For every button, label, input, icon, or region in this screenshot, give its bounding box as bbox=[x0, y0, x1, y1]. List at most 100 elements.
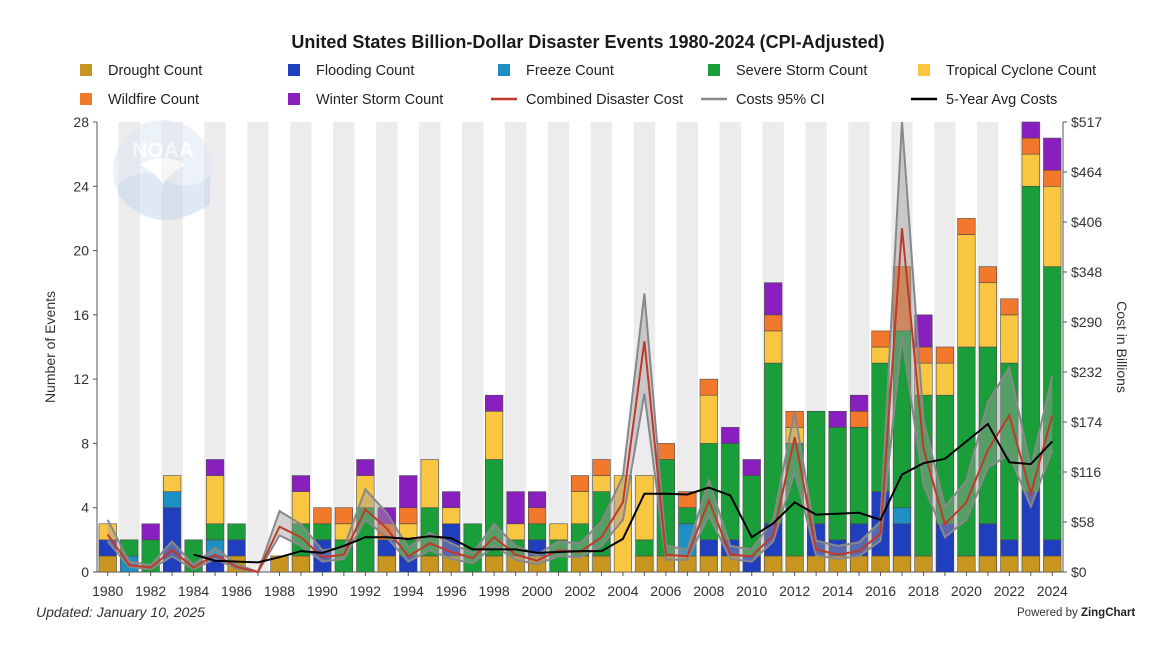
bar-segment[interactable] bbox=[1043, 539, 1062, 557]
bar-segment[interactable] bbox=[807, 555, 826, 573]
bar-segment[interactable] bbox=[764, 282, 783, 316]
bar-segment[interactable] bbox=[957, 218, 976, 235]
bar-segment[interactable] bbox=[828, 427, 847, 541]
bar-segment[interactable] bbox=[1000, 555, 1019, 573]
legend-item[interactable]: Freeze Count bbox=[498, 63, 614, 79]
legend-item[interactable]: Costs 95% CI bbox=[701, 92, 825, 108]
bar-segment[interactable] bbox=[871, 346, 890, 364]
bar-segment[interactable] bbox=[892, 523, 912, 557]
legend-item[interactable]: Drought Count bbox=[80, 63, 202, 79]
bar-segment[interactable] bbox=[1043, 555, 1062, 573]
bar-segment[interactable] bbox=[506, 523, 525, 541]
bar-segment[interactable] bbox=[978, 266, 997, 284]
bar-segment[interactable] bbox=[227, 539, 246, 557]
bar-segment[interactable] bbox=[678, 507, 697, 525]
bar-segment[interactable] bbox=[205, 475, 225, 525]
bar-segment[interactable] bbox=[506, 491, 525, 525]
bar-segment[interactable] bbox=[291, 491, 311, 525]
bar-segment[interactable] bbox=[914, 314, 933, 348]
bar-segment[interactable] bbox=[892, 555, 912, 573]
legend-item[interactable]: Combined Disaster Cost bbox=[491, 92, 683, 108]
bar-segment[interactable] bbox=[1000, 298, 1019, 316]
bar-segment[interactable] bbox=[98, 555, 117, 573]
bar-segment[interactable] bbox=[1021, 153, 1040, 187]
bar-segment[interactable] bbox=[485, 555, 504, 573]
bar-segment[interactable] bbox=[205, 523, 225, 541]
bar-segment[interactable] bbox=[764, 314, 783, 332]
bar-segment[interactable] bbox=[871, 330, 890, 348]
bar-segment[interactable] bbox=[1021, 555, 1040, 573]
bar-segment[interactable] bbox=[656, 443, 675, 460]
bar-segment[interactable] bbox=[978, 523, 997, 557]
bar-segment[interactable] bbox=[635, 475, 654, 541]
bar-segment[interactable] bbox=[291, 555, 311, 573]
bar-segment[interactable] bbox=[570, 555, 590, 573]
legend-item[interactable]: Wildfire Count bbox=[80, 92, 199, 108]
bar-segment[interactable] bbox=[699, 378, 718, 396]
bar-segment[interactable] bbox=[270, 555, 289, 573]
bar-segment[interactable] bbox=[1043, 169, 1062, 187]
bar-segment[interactable] bbox=[442, 491, 461, 509]
bar-segment[interactable] bbox=[1000, 539, 1019, 557]
bar-segment[interactable] bbox=[978, 282, 997, 348]
legend-item[interactable]: Flooding Count bbox=[288, 63, 414, 79]
bar-segment[interactable] bbox=[914, 555, 933, 573]
bar-segment[interactable] bbox=[442, 507, 461, 525]
bar-segment[interactable] bbox=[570, 491, 590, 525]
bar-segment[interactable] bbox=[399, 507, 418, 525]
bar-segment[interactable] bbox=[978, 555, 997, 573]
bar-segment[interactable] bbox=[527, 491, 547, 509]
bar-segment[interactable] bbox=[420, 459, 439, 509]
bar-segment[interactable] bbox=[1043, 185, 1062, 267]
bar-segment[interactable] bbox=[849, 394, 869, 412]
bar-segment[interactable] bbox=[828, 410, 847, 428]
bar-segment[interactable] bbox=[635, 555, 654, 573]
bar-segment[interactable] bbox=[678, 491, 697, 509]
bar-segment[interactable] bbox=[764, 555, 783, 573]
bar-segment[interactable] bbox=[699, 555, 718, 573]
bar-segment[interactable] bbox=[699, 539, 718, 557]
bar-segment[interactable] bbox=[592, 459, 611, 476]
bar-segment[interactable] bbox=[721, 427, 740, 444]
bar-segment[interactable] bbox=[892, 507, 912, 525]
bar-segment[interactable] bbox=[549, 523, 568, 541]
bar-segment[interactable] bbox=[570, 475, 590, 492]
bar-segment[interactable] bbox=[141, 523, 160, 541]
bar-segment[interactable] bbox=[485, 410, 504, 460]
bar-segment[interactable] bbox=[163, 507, 182, 573]
bar-segment[interactable] bbox=[527, 507, 547, 525]
bar-segment[interactable] bbox=[635, 539, 654, 557]
bar-segment[interactable] bbox=[485, 394, 504, 412]
bar-segment[interactable] bbox=[849, 427, 869, 525]
bar-segment[interactable] bbox=[420, 555, 439, 573]
bar-segment[interactable] bbox=[527, 523, 547, 541]
bar-segment[interactable] bbox=[957, 555, 976, 573]
bar-segment[interactable] bbox=[291, 475, 311, 492]
bar-segment[interactable] bbox=[399, 475, 418, 509]
bar-segment[interactable] bbox=[871, 555, 890, 573]
legend-item[interactable]: Winter Storm Count bbox=[288, 92, 443, 108]
bar-segment[interactable] bbox=[742, 459, 761, 476]
5-year-avg-costs-line[interactable] bbox=[193, 422, 1054, 564]
bar-segment[interactable] bbox=[1000, 314, 1019, 364]
bar-segment[interactable] bbox=[807, 410, 826, 525]
bar-segment[interactable] bbox=[163, 475, 182, 492]
legend-item[interactable]: 5-Year Avg Costs bbox=[911, 92, 1057, 108]
bar-segment[interactable] bbox=[313, 507, 332, 525]
bar-segment[interactable] bbox=[849, 555, 869, 573]
legend-item[interactable]: Tropical Cyclone Count bbox=[918, 63, 1096, 79]
bar-segment[interactable] bbox=[785, 555, 804, 573]
bar-segment[interactable] bbox=[334, 507, 353, 525]
bar-segment[interactable] bbox=[764, 330, 783, 364]
bar-segment[interactable] bbox=[313, 523, 332, 541]
bar-segment[interactable] bbox=[163, 491, 182, 509]
bar-segment[interactable] bbox=[935, 346, 955, 364]
bar-segment[interactable] bbox=[592, 475, 611, 492]
bar-segment[interactable] bbox=[1021, 121, 1040, 139]
bar-segment[interactable] bbox=[935, 362, 955, 396]
bar-segment[interactable] bbox=[699, 394, 718, 444]
bar-segment[interactable] bbox=[592, 555, 611, 573]
bar-segment[interactable] bbox=[356, 459, 375, 476]
bar-segment[interactable] bbox=[227, 523, 246, 541]
bar-segment[interactable] bbox=[377, 555, 396, 573]
